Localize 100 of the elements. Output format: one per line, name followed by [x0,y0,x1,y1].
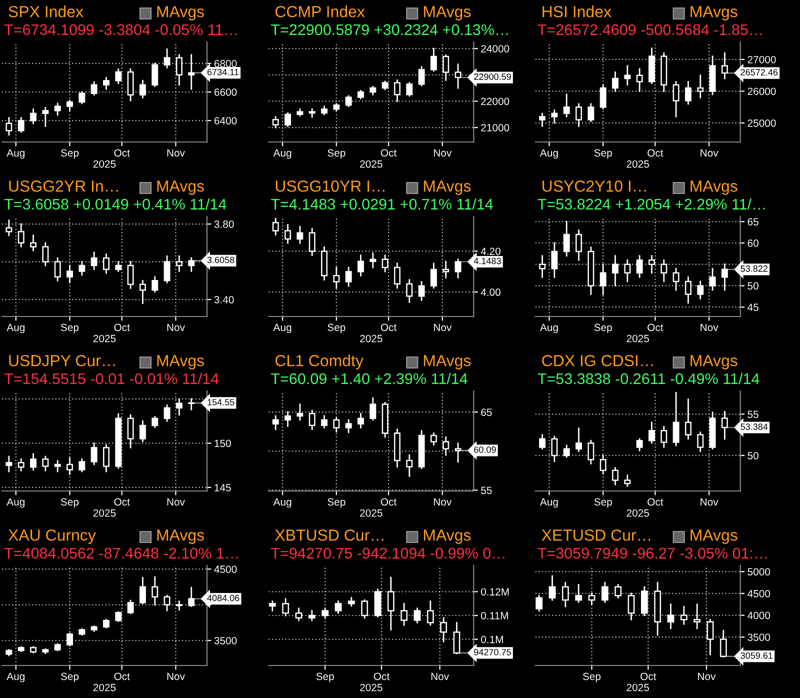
text: MAvgs [157,530,204,544]
candlestick [18,117,24,133]
y-tick-label: 6800 [214,60,237,68]
x-tick-label: Nov [431,672,450,680]
chart-title: XAU Curncy [8,529,96,544]
candlestick [164,255,170,284]
candlestick [176,600,182,610]
chart-title: CCMP Index [275,6,365,18]
candlestick [321,415,328,428]
annotation: 3059.61 [740,652,773,659]
candlestick [551,242,558,278]
candlestick [152,576,158,606]
candlestick [697,74,704,98]
candlestick [296,404,304,421]
y-tick-label: 4000 [748,612,770,620]
x-tick-label: Oct [380,149,397,157]
candlestick [66,458,73,475]
candlestick [588,103,594,122]
candlestick [721,410,728,440]
candlestick [374,588,382,618]
candlestick [30,108,36,124]
candlestick [127,600,134,614]
x-tick-label: Nov [434,324,452,332]
annotation: 4.1483 [474,258,501,264]
candlestick [624,65,631,86]
x-tick-label: Aug [6,149,24,159]
candlestick [115,261,122,272]
candlestick [284,411,292,427]
y-tick-label: 26000 [748,88,776,96]
candlestick [548,575,556,601]
candlestick [440,617,448,642]
x-tick-label: Oct [114,672,130,680]
x-axis-title: 2025 [626,684,649,692]
y-tick-label: 65 [748,218,758,226]
candlestick [78,91,86,104]
y-tick-label: 4500 [748,590,770,598]
x-tick-label: Sep [328,498,346,508]
candlestick [296,226,304,244]
y-tick-label: 27000 [748,56,776,64]
candlestick [152,62,158,87]
chart-title: HSI Index [542,6,612,18]
annotation: 26572.46 [740,69,778,76]
candlestick [308,410,316,430]
candlestick [127,414,134,448]
candlestick [176,255,182,272]
x-tick-label: Aug [6,498,24,508]
annotation: 53.384 [740,424,768,430]
x-tick-label: Oct [640,672,656,680]
x-tick-label: Oct [374,672,390,680]
candlestick [709,268,716,291]
candlestick [588,592,596,606]
candlestick [694,604,701,630]
x-tick-label: Aug [540,324,558,334]
chart-subtitle: T=94270.75 -942.1094 -0.99% 0… [271,548,504,559]
candlestick [406,82,413,97]
candlestick [706,618,714,656]
candlestick [667,604,674,630]
x-tick-label: Nov [167,149,185,157]
candlestick [284,112,292,127]
candlestick [624,259,631,282]
x-tick-label: Sep [594,498,612,508]
chart-subtitle: T=53.8224 +1.2054 +2.29% 11/… [538,198,765,210]
x-tick-label: Aug [540,149,558,159]
y-tick-label: 50 [748,282,758,290]
candlestick [394,79,400,102]
candlestick [648,255,655,274]
y-tick-label: 3.80 [214,220,234,228]
y-tick-label: 145 [214,484,231,492]
candlestick [370,252,376,268]
candlestick [454,258,462,278]
x-tick-label: Oct [380,324,397,332]
x-tick-label: Aug [273,149,292,159]
text: MAvgs [690,355,738,370]
candlestick [164,48,170,68]
candlestick [588,440,594,464]
x-axis-title: 2025 [360,684,382,692]
x-tick-label: Nov [167,498,185,506]
x-tick-label: Oct [648,498,664,506]
y-tick-label: 0.12M [481,588,509,596]
candlestick [418,66,425,86]
candlestick [576,427,582,452]
chart-title: XBTUSD Cur… [275,529,384,541]
candlestick [612,71,618,92]
candlestick [454,442,462,463]
candlestick [345,95,352,108]
x-axis-title: 2025 [93,160,116,168]
candlestick [90,81,98,96]
candlestick [400,602,408,626]
candlestick [454,64,462,89]
candlestick [539,434,546,450]
candlestick [18,223,24,248]
candlestick [42,242,49,266]
chart-subtitle: T=26572.4609 -500.5684 -1.85… [538,24,762,36]
x-tick-label: Sep [328,149,346,159]
chart-title: CDX IG CDSI… [542,354,653,366]
chart-title: USGG2YR In… [9,180,118,192]
chart-title: USGG10YR I… [276,180,384,192]
y-tick-label: 150 [214,440,231,448]
candlestick [282,598,290,616]
candlestick [164,404,170,422]
